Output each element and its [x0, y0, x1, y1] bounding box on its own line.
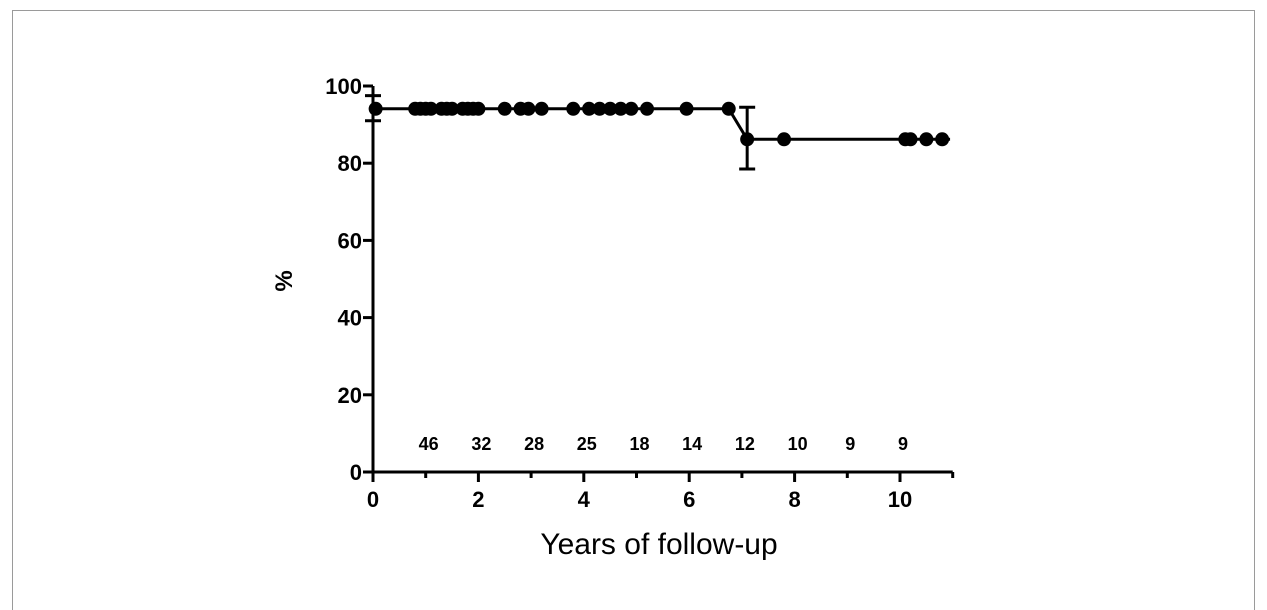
x-tick-label: 0	[367, 487, 379, 512]
at-risk-label: 12	[735, 434, 755, 454]
numbers-at-risk: 46 32 28 25 18 14 12 10 9 9	[419, 434, 908, 454]
data-point	[368, 101, 383, 116]
data-point	[624, 101, 639, 116]
at-risk-label: 28	[524, 434, 544, 454]
x-tick-label: 4	[578, 487, 591, 512]
x-tick-label: 10	[888, 487, 912, 512]
data-point	[740, 132, 755, 147]
data-point	[640, 101, 655, 116]
data-point	[471, 101, 486, 116]
data-point	[592, 101, 607, 116]
data-point	[903, 132, 918, 147]
data-point	[534, 101, 549, 116]
data-point	[582, 101, 597, 116]
data-point	[919, 132, 934, 147]
data-point	[613, 101, 628, 116]
at-risk-label: 10	[788, 434, 808, 454]
data-point	[423, 101, 438, 116]
y-tick-label: 0	[350, 460, 362, 485]
x-tick-label: 2	[472, 487, 484, 512]
data-point	[445, 101, 460, 116]
data-point	[721, 101, 736, 116]
data-point	[566, 101, 581, 116]
at-risk-label: 9	[845, 434, 855, 454]
x-axis-title: Years of follow-up	[540, 528, 777, 561]
data-point	[521, 101, 536, 116]
survival-series	[365, 94, 951, 171]
y-tick-label: 20	[338, 383, 362, 408]
data-point	[679, 101, 694, 116]
survival-line	[373, 107, 951, 141]
at-risk-label: 9	[898, 434, 908, 454]
data-point	[777, 132, 792, 147]
at-risk-label: 32	[471, 434, 491, 454]
data-point	[603, 101, 618, 116]
y-tick-label: 80	[338, 151, 362, 176]
at-risk-label: 14	[682, 434, 702, 454]
x-tick-label: 6	[683, 487, 695, 512]
data-point	[935, 132, 950, 147]
at-risk-label: 46	[419, 434, 439, 454]
data-point	[497, 101, 512, 116]
y-tick-label: 100	[325, 74, 362, 99]
at-risk-label: 25	[577, 434, 597, 454]
at-risk-label: 18	[629, 434, 649, 454]
y-axis-title: %	[271, 270, 298, 291]
x-tick-label: 8	[788, 487, 800, 512]
y-tick-label: 40	[338, 306, 362, 331]
y-tick-label: 60	[338, 228, 362, 253]
